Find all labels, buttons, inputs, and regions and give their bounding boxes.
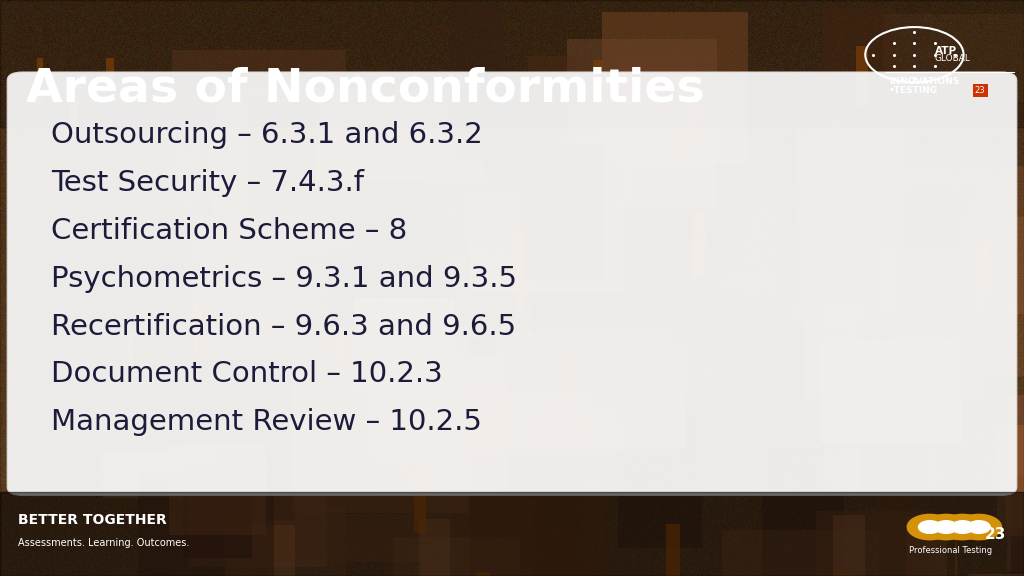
Text: ATP: ATP (935, 46, 957, 56)
Text: Professional Testing: Professional Testing (908, 545, 992, 555)
Circle shape (924, 514, 969, 540)
Text: Test Security – 7.4.3.f: Test Security – 7.4.3.f (51, 169, 365, 197)
Text: Assessments. Learning. Outcomes.: Assessments. Learning. Outcomes. (18, 537, 189, 548)
Text: 23: 23 (975, 86, 985, 95)
Text: GLOBAL: GLOBAL (935, 54, 971, 63)
Circle shape (956, 514, 1001, 540)
Bar (0, 492, 1024, 576)
Text: Management Review – 10.2.5: Management Review – 10.2.5 (51, 408, 482, 436)
Bar (0, 0, 1024, 127)
Circle shape (919, 521, 941, 533)
Text: Recertification – 9.6.3 and 9.6.5: Recertification – 9.6.3 and 9.6.5 (51, 313, 516, 340)
Circle shape (935, 521, 957, 533)
Text: •TESTING: •TESTING (889, 86, 938, 95)
Text: INNOVATIONS: INNOVATIONS (889, 77, 959, 86)
Text: 23: 23 (985, 527, 1007, 542)
Circle shape (968, 521, 990, 533)
Circle shape (907, 514, 952, 540)
Text: BETTER TOGETHER: BETTER TOGETHER (18, 513, 167, 526)
Circle shape (940, 514, 985, 540)
Text: Areas of Nonconformities: Areas of Nonconformities (26, 67, 705, 112)
FancyBboxPatch shape (7, 72, 1017, 495)
Text: Certification Scheme – 8: Certification Scheme – 8 (51, 217, 408, 245)
Text: Document Control – 10.2.3: Document Control – 10.2.3 (51, 361, 443, 388)
Circle shape (951, 521, 974, 533)
Text: Psychometrics – 9.3.1 and 9.3.5: Psychometrics – 9.3.1 and 9.3.5 (51, 265, 517, 293)
Text: Outsourcing – 6.3.1 and 6.3.2: Outsourcing – 6.3.1 and 6.3.2 (51, 122, 483, 149)
